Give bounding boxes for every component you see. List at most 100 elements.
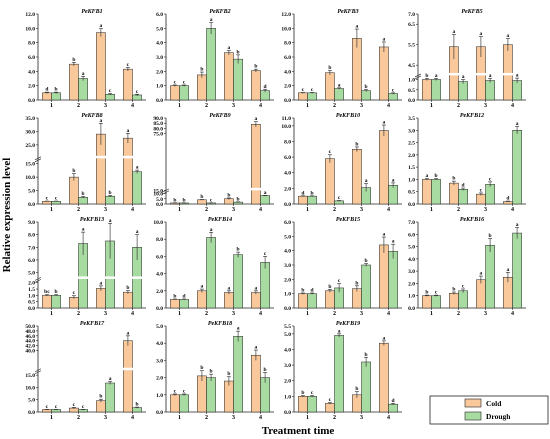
y-tick-label: 46.0	[25, 334, 35, 340]
significance-label: b	[183, 197, 186, 203]
bar-drought	[307, 396, 317, 413]
significance-label: b	[109, 190, 112, 196]
significance-label: b	[136, 402, 139, 408]
bar-drought	[260, 195, 270, 205]
y-tick-label: 4.0	[156, 341, 163, 347]
y-tick-label: 5.0	[156, 26, 163, 32]
significance-label: d	[264, 84, 267, 90]
significance-label: c	[127, 62, 130, 68]
panel-PeKFB16: PeKFB16 0.0 1.0 2.0 3.0 4.0 5.0 6.0 7.0 1 b c 2 b c 3 a b…	[408, 217, 526, 317]
y-tick-label: 1.0	[408, 177, 415, 183]
y-tick-label: 4.0	[408, 257, 415, 263]
x-tick-label: 2	[77, 415, 80, 421]
bar-cold	[224, 380, 234, 413]
bar-cold	[170, 299, 180, 309]
significance-label: b	[355, 280, 358, 286]
panel-title: PeKFB5	[461, 9, 482, 15]
significance-label: d	[462, 183, 465, 189]
significance-label: a	[383, 335, 386, 341]
y-tick-label: 8.0	[28, 233, 35, 239]
significance-label: b	[301, 287, 304, 293]
x-tick-label: 3	[360, 207, 363, 213]
significance-label: a	[462, 74, 465, 80]
x-tick-label: 1	[306, 103, 309, 109]
bar-drought	[458, 290, 468, 309]
x-tick-label: 1	[178, 311, 181, 317]
y-tick-label: 5.0	[28, 189, 35, 195]
bar-cold	[123, 340, 133, 413]
bar-drought	[512, 130, 522, 205]
x-tick-label: 1	[430, 207, 433, 213]
y-tick-label: 4.0	[284, 249, 291, 255]
x-tick-label: 3	[232, 415, 235, 421]
y-tick-label: 4.0	[156, 41, 163, 47]
significance-label: c	[174, 79, 177, 85]
significance-label: a	[392, 177, 395, 183]
x-tick-label: 4	[387, 311, 390, 317]
bar-break-gap	[448, 72, 459, 76]
significance-label: a	[82, 227, 85, 233]
x-tick-label: 3	[232, 311, 235, 317]
x-tick-label: 3	[484, 207, 487, 213]
significance-label: c	[174, 388, 177, 394]
significance-label: b	[425, 290, 428, 296]
y-tick-label: 0.0	[28, 98, 35, 104]
significance-label: c	[183, 388, 186, 394]
bar-break-gap	[95, 155, 106, 159]
panel-PeKFB5: PeKFB5 0.0 0.5 1.0 4.5 5.5 6.5 7.0 1 b a 2 a a 3 a a 4 a a	[408, 9, 526, 109]
y-tick-label: 25.0	[25, 143, 35, 149]
significance-label: b	[200, 194, 203, 200]
x-tick-label: 2	[333, 207, 336, 213]
y-tick-label: 3.0	[156, 358, 163, 364]
significance-label: a	[136, 165, 139, 171]
x-tick-label: 3	[232, 207, 235, 213]
significance-label: c	[210, 197, 213, 203]
y-tick-label: 5.0	[156, 197, 163, 203]
y-tick-label: 1.5	[28, 287, 35, 293]
significance-label: a	[82, 71, 85, 77]
x-tick-label: 4	[387, 103, 390, 109]
legend-label-cold: Cold	[486, 399, 502, 408]
significance-label: b	[72, 168, 75, 174]
bar-drought	[512, 80, 522, 101]
y-tick-label: 5.0	[156, 324, 163, 330]
x-tick-label: 4	[259, 103, 262, 109]
panel-title: PeKFB17	[80, 321, 105, 327]
y-tick-label: 6.0	[408, 232, 415, 238]
bar-cold	[379, 244, 389, 309]
bar-break-gap	[250, 187, 261, 191]
y-tick-label: 15.0	[153, 188, 163, 194]
y-tick-label: 2.0	[284, 186, 291, 192]
y-tick-label: 0.0	[408, 202, 415, 208]
x-tick-label: 4	[259, 207, 262, 213]
bar-drought	[105, 195, 115, 205]
panel-title: PeKFB12	[460, 113, 484, 119]
significance-label: a	[228, 45, 231, 51]
x-tick-label: 4	[131, 311, 134, 317]
panel-title: PeKFB2	[209, 9, 230, 15]
y-tick-label: 3.0	[408, 128, 415, 134]
y-tick-label: 1.0	[28, 293, 35, 299]
bar-cold	[325, 403, 335, 413]
bar-cold	[298, 396, 308, 413]
significance-label: a	[100, 280, 103, 286]
x-tick-label: 2	[333, 311, 336, 317]
panel-PeKFB17: PeKFB17 0.0 5.0 10.0 15.0 40.042.044.046.048.…	[25, 321, 146, 421]
significance-label: b	[264, 367, 267, 373]
bar-cold	[379, 342, 389, 413]
bar-cold	[96, 288, 106, 309]
y-tick-label: 5.0	[28, 271, 35, 277]
y-tick-label: 7.0	[408, 220, 415, 226]
significance-label: a	[255, 116, 258, 122]
y-tick-label: 0.5	[408, 88, 415, 94]
bar-drought	[206, 28, 216, 101]
significance-label: b	[355, 386, 358, 392]
panel-PeKFB15: PeKFB15 0.0 1.0 2.0 3.0 4.0 5.0 6.0 1 b d 2 b c 3 b b 4 aa	[284, 217, 402, 317]
panel-title: PeKFB9	[209, 113, 230, 119]
bar-cold	[449, 182, 459, 205]
significance-label: a	[264, 190, 267, 196]
y-tick-label: 5.0	[284, 234, 291, 240]
bar-drought	[307, 293, 317, 309]
panel-title: PeKFB19	[336, 321, 360, 327]
